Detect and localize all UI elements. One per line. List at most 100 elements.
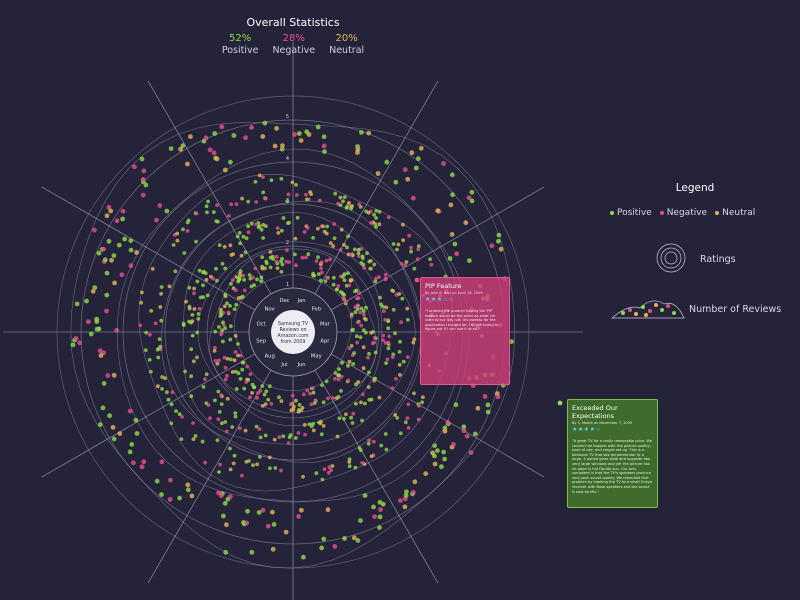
review-dot <box>192 307 197 311</box>
review-dot <box>274 259 279 264</box>
review-dot <box>397 350 402 354</box>
review-dot <box>407 233 411 238</box>
review-dot <box>246 224 251 229</box>
review-dot <box>279 269 284 274</box>
review-dot <box>253 266 258 271</box>
review-dot <box>286 441 291 445</box>
review-dot <box>448 202 454 208</box>
review-dot <box>405 306 410 311</box>
legend-ratings-label: Ratings <box>700 254 736 265</box>
review-dot <box>345 245 349 250</box>
review-dot <box>263 433 268 438</box>
review-dot <box>435 448 440 453</box>
review-dot <box>159 285 164 289</box>
review-dot <box>94 316 100 322</box>
review-dot <box>356 303 360 308</box>
review-dot <box>283 529 289 535</box>
review-dot <box>165 390 169 395</box>
review-dot <box>377 222 382 227</box>
review-dot <box>260 134 266 139</box>
review-dot <box>170 390 175 395</box>
rating-tick-label: 5 <box>286 114 289 120</box>
review-dot <box>220 328 225 333</box>
review-dot <box>387 334 391 339</box>
review-dot <box>128 238 134 244</box>
month-label: Sep <box>256 339 266 345</box>
review-dot <box>228 243 233 248</box>
review-dot <box>240 294 245 299</box>
review-dot <box>192 291 196 296</box>
review-dot <box>509 339 514 344</box>
review-dot <box>260 264 264 269</box>
review-dot <box>260 255 265 259</box>
month-spoke <box>41 331 294 478</box>
review-dot <box>234 387 239 391</box>
review-dot <box>185 229 190 233</box>
review-dot <box>306 252 311 257</box>
review-dot <box>222 355 227 360</box>
review-dot <box>248 372 253 376</box>
review-dot <box>290 393 295 398</box>
review-dot <box>404 260 409 264</box>
review-dot <box>346 252 351 257</box>
review-dot <box>185 487 191 493</box>
review-dot <box>197 306 202 311</box>
review-dot <box>261 175 265 180</box>
review-dot <box>180 143 186 149</box>
review-dot <box>190 333 195 338</box>
review-dot <box>346 271 350 276</box>
review-dot <box>263 402 268 406</box>
review-dot <box>332 222 337 226</box>
review-dot <box>369 454 374 459</box>
review-dot <box>406 402 411 407</box>
review-dot <box>327 465 332 470</box>
review-dot <box>372 377 377 382</box>
review-dot <box>228 337 233 342</box>
review-dot <box>346 378 351 383</box>
review-dot <box>92 285 98 290</box>
review-dot <box>333 376 337 381</box>
review-dot <box>195 330 200 335</box>
review-dot <box>429 262 434 267</box>
review-dot <box>398 339 402 344</box>
stat-negative: 28% Negative <box>272 33 315 57</box>
review-dot <box>350 328 354 332</box>
review-dot <box>386 326 391 331</box>
review-dot <box>485 409 491 415</box>
review-card-exceeded-expectations[interactable]: Exceeded Our Expectations By S. Moore on… <box>567 399 658 508</box>
legend-negative-label: Negative <box>666 208 708 218</box>
review-dot <box>475 405 481 411</box>
legend-item-neutral: Neutral <box>715 208 755 218</box>
density-band-outer <box>182 212 416 445</box>
review-dot <box>184 299 188 304</box>
review-dot <box>341 296 346 300</box>
review-dot <box>302 423 307 427</box>
review-dot <box>231 278 235 282</box>
review-dot <box>233 350 238 354</box>
review-dot <box>396 242 401 247</box>
review-dot <box>405 355 410 359</box>
review-dot <box>245 508 250 514</box>
review-dot <box>120 208 126 214</box>
month-label: Jul <box>280 362 287 368</box>
review-dot <box>405 176 411 182</box>
review-dot <box>346 234 350 239</box>
review-card-pip-feature[interactable]: PIP Feature By John B. Barr on April 18,… <box>420 277 510 385</box>
review-dot <box>418 145 424 151</box>
review-dot <box>399 320 403 325</box>
review-dot <box>154 478 160 484</box>
review-title: PIP Feature <box>425 282 462 290</box>
review-dot <box>369 221 373 225</box>
review-dot <box>390 288 394 293</box>
review-dot <box>289 408 294 413</box>
review-dot <box>185 161 190 167</box>
review-dot <box>296 514 301 519</box>
review-dot <box>212 131 218 136</box>
review-dot <box>228 159 233 165</box>
review-dot <box>359 130 364 135</box>
review-dot <box>401 222 405 227</box>
review-dot <box>421 395 425 400</box>
review-dot <box>242 288 247 293</box>
reviews-mound-dot <box>641 305 645 309</box>
review-dot <box>355 307 360 311</box>
